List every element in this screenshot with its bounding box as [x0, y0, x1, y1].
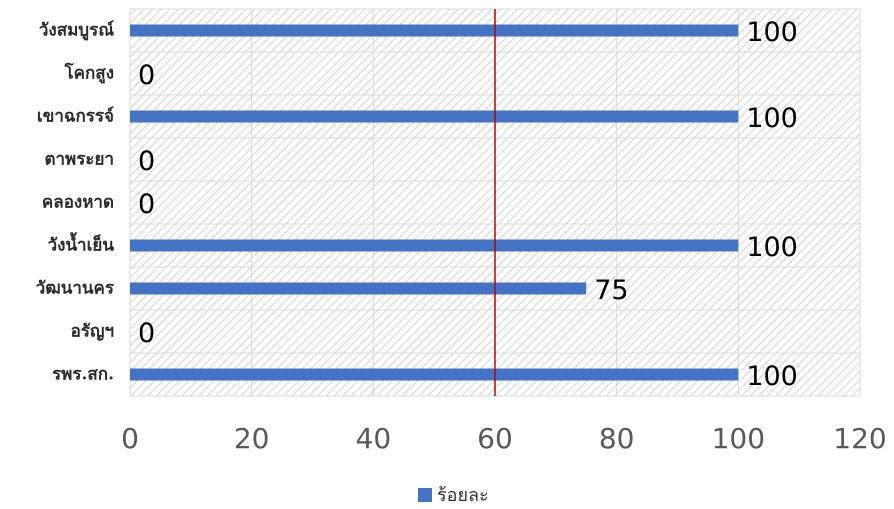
data-label: 0 [138, 189, 155, 220]
data-label: 0 [138, 146, 155, 177]
x-tick-label: 80 [599, 422, 635, 455]
data-label: 100 [746, 232, 798, 263]
category-label: โคกสูง [64, 63, 114, 85]
x-tick-label: 0 [121, 422, 139, 455]
legend-swatch [418, 488, 432, 502]
data-label: 0 [138, 318, 155, 349]
x-tick-label: 100 [712, 422, 765, 455]
category-label: เขาฉกรรจ์ [37, 106, 114, 127]
category-label: วังสมบูรณ์ [39, 20, 114, 42]
bar [130, 110, 739, 123]
category-label: ตาพระยา [44, 150, 114, 170]
data-label: 100 [746, 103, 798, 134]
bar [130, 24, 739, 37]
bar [130, 282, 587, 295]
category-label: รพร.สก. [52, 365, 114, 385]
x-tick-label: 20 [234, 422, 270, 455]
category-label: อรัญฯ [71, 322, 114, 342]
x-axis-tick-labels: 0 20 40 60 80 100 120 [121, 422, 887, 455]
data-label: 0 [138, 60, 155, 91]
category-labels: วังสมบูรณ์โคกสูงเขาฉกรรจ์ตาพระยาคลองหาดว… [36, 20, 115, 385]
data-label: 75 [594, 275, 628, 306]
bar [130, 239, 739, 252]
legend: ร้อยละ [418, 485, 489, 506]
x-tick-label: 120 [833, 422, 886, 455]
category-label: วังน้ำเย็น [48, 232, 115, 256]
legend-label: ร้อยละ [437, 485, 489, 506]
data-label: 100 [746, 17, 798, 48]
x-tick-label: 60 [477, 422, 513, 455]
bars [130, 24, 739, 381]
category-label: คลองหาด [42, 193, 114, 213]
data-label: 100 [746, 361, 798, 392]
bar [130, 368, 739, 381]
x-tick-label: 40 [356, 422, 392, 455]
category-label: วัฒนานคร [36, 279, 115, 299]
data-labels: 100 0 100 0 0 100 75 0 100 [138, 17, 798, 392]
